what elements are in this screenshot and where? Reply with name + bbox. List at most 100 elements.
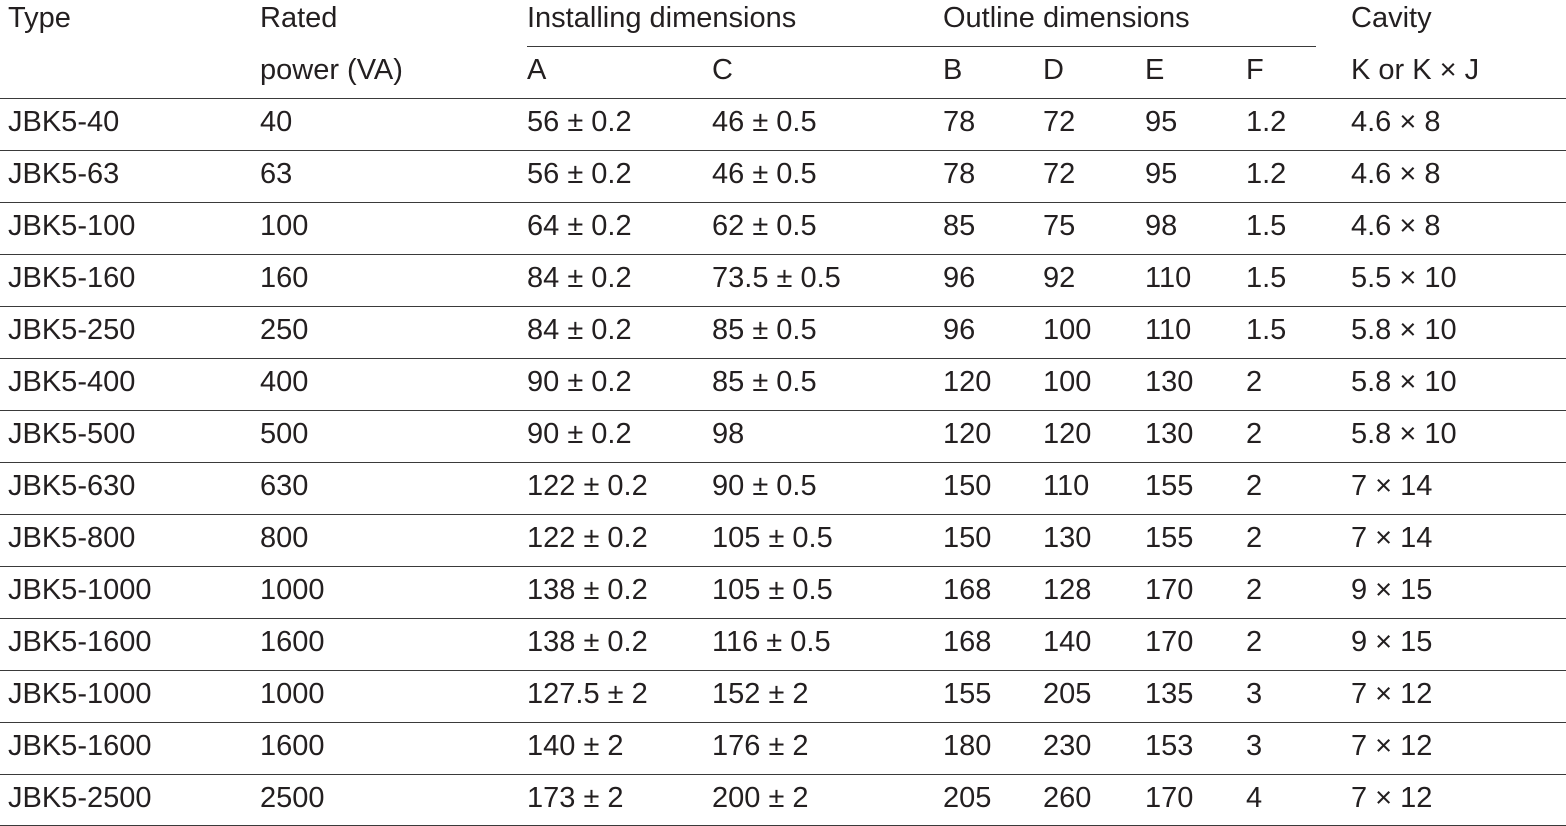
table-cell: 5.5 × 10 (1351, 262, 1457, 294)
table-cell: 96 (943, 262, 976, 294)
table-cell: 64 ± 0.2 (527, 210, 632, 242)
table-cell: 72 (1043, 158, 1076, 190)
table-cell: 168 (943, 574, 992, 606)
table-cell: 95 (1145, 158, 1178, 190)
row-rule (0, 358, 1566, 359)
table-cell: JBK5-63 (8, 158, 120, 190)
header-group: Installing dimensions (527, 2, 797, 34)
table-cell: 2 (1246, 574, 1263, 606)
table-cell: 250 (260, 314, 309, 346)
table-cell: 135 (1145, 678, 1194, 710)
table-cell: 110 (1145, 262, 1192, 294)
table-cell: 7 × 12 (1351, 678, 1433, 710)
row-rule (0, 150, 1566, 151)
table-cell: 1600 (260, 730, 325, 762)
table-cell: 4.6 × 8 (1351, 106, 1441, 138)
table-cell: 176 ± 2 (712, 730, 809, 762)
table-cell: 230 (1043, 730, 1092, 762)
table-cell: 155 (943, 678, 992, 710)
table-cell: 3 (1246, 730, 1263, 762)
table-cell: 63 (260, 158, 293, 190)
header-cell: power (VA) (260, 54, 403, 86)
table-cell: 105 ± 0.5 (712, 574, 833, 606)
table-cell: 110 (1043, 470, 1090, 502)
row-rule (0, 202, 1566, 203)
table-cell: 7 × 12 (1351, 730, 1433, 762)
table-cell: 150 (943, 522, 992, 554)
table-cell: 72 (1043, 106, 1076, 138)
table-cell: 4 (1246, 782, 1263, 814)
table-cell: JBK5-500 (8, 418, 136, 450)
table-cell: 96 (943, 314, 976, 346)
table-cell: 2 (1246, 626, 1263, 658)
header-cell: A (527, 54, 547, 86)
table-cell: 120 (943, 418, 992, 450)
table-cell: 138 ± 0.2 (527, 626, 648, 658)
row-rule (0, 410, 1566, 411)
table-cell: 130 (1145, 418, 1194, 450)
table-cell: 1.2 (1246, 158, 1287, 190)
row-rule (0, 306, 1566, 307)
table-cell: 75 (1043, 210, 1076, 242)
table-cell: JBK5-1000 (8, 574, 152, 606)
table-cell: 140 ± 2 (527, 730, 624, 762)
table-cell: 40 (260, 106, 293, 138)
table-cell: JBK5-100 (8, 210, 136, 242)
row-rule (0, 774, 1566, 775)
table-cell: 98 (1145, 210, 1178, 242)
table-cell: 120 (1043, 418, 1092, 450)
table-cell: 1.2 (1246, 106, 1287, 138)
table-cell: 56 ± 0.2 (527, 106, 632, 138)
table-cell: 205 (1043, 678, 1092, 710)
table-cell: JBK5-250 (8, 314, 136, 346)
header-cell: Rated (260, 2, 338, 34)
table-cell: 5.8 × 10 (1351, 418, 1457, 450)
table-cell: 122 ± 0.2 (527, 470, 648, 502)
table-cell: 152 ± 2 (712, 678, 809, 710)
table-cell: JBK5-1600 (8, 730, 152, 762)
table-cell: 170 (1145, 626, 1194, 658)
header-cell: E (1145, 54, 1165, 86)
table-cell: JBK5-2500 (8, 782, 152, 814)
table-cell: 2 (1246, 418, 1263, 450)
table-cell: 5.8 × 10 (1351, 314, 1457, 346)
table-cell: 170 (1145, 574, 1194, 606)
table-cell: 2500 (260, 782, 325, 814)
table-cell: 130 (1145, 366, 1194, 398)
table-cell: 92 (1043, 262, 1076, 294)
table-cell: 155 (1145, 470, 1194, 502)
table-cell: 800 (260, 522, 309, 554)
table-cell: 84 ± 0.2 (527, 314, 632, 346)
header-rule (0, 98, 1566, 99)
row-rule (0, 670, 1566, 671)
table-cell: 7 × 12 (1351, 782, 1433, 814)
table-cell: 160 (260, 262, 309, 294)
table-cell: 3 (1246, 678, 1263, 710)
table-cell: 85 ± 0.5 (712, 366, 817, 398)
table-cell: 73.5 ± 0.5 (712, 262, 841, 294)
table-cell: 7 × 14 (1351, 522, 1433, 554)
table-cell: 180 (943, 730, 992, 762)
table-cell: 128 (1043, 574, 1092, 606)
table-cell: 1000 (260, 678, 325, 710)
row-rule (0, 514, 1566, 515)
header-group: Outline dimensions (943, 2, 1190, 34)
table-cell: 110 (1145, 314, 1192, 346)
table-cell: 1000 (260, 574, 325, 606)
table-cell: 1.5 (1246, 210, 1287, 242)
table-cell: 173 ± 2 (527, 782, 624, 814)
table-cell: 62 ± 0.5 (712, 210, 817, 242)
table-cell: 98 (712, 418, 745, 450)
table-cell: 100 (1043, 314, 1092, 346)
table-cell: 260 (1043, 782, 1092, 814)
row-rule (0, 618, 1566, 619)
table-cell: 205 (943, 782, 992, 814)
table-cell: 100 (260, 210, 309, 242)
table-cell: 400 (260, 366, 309, 398)
header-cell: B (943, 54, 963, 86)
table-cell: JBK5-40 (8, 106, 120, 138)
table-cell: JBK5-160 (8, 262, 136, 294)
table-cell: 105 ± 0.5 (712, 522, 833, 554)
table-cell: 9 × 15 (1351, 626, 1433, 658)
